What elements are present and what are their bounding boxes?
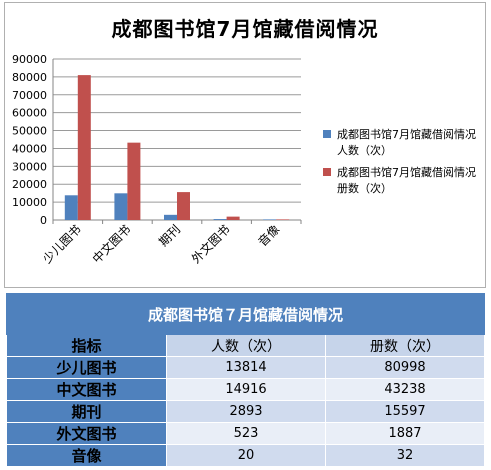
x-category-label: 音像 (255, 222, 283, 250)
table-title: 成都图书馆７月馆藏借阅情况 (5, 293, 486, 335)
cell-people: 14916 (166, 378, 326, 401)
y-tick-label: 90000 (12, 53, 47, 66)
y-tick-label: 10000 (12, 196, 47, 209)
table-header-indicator: 指标 (6, 334, 167, 357)
y-tick-label: 60000 (12, 107, 47, 120)
legend-label-people: 成都图书馆7月馆藏借阅情况 人数（次） (337, 128, 476, 157)
bar-volumes (127, 142, 141, 220)
x-category-label: 外文图书 (188, 222, 233, 267)
row-label: 少儿图书 (6, 356, 167, 379)
y-tick-label: 70000 (12, 89, 47, 102)
y-tick-label: 80000 (12, 71, 47, 84)
bar-chart: 0 10000 20000 30000 40000 50000 60000 70000 8000… (12, 53, 302, 267)
table-row: 外文图书 523 1887 (6, 422, 486, 445)
bar-people (213, 219, 227, 220)
cell-people: 2893 (166, 400, 326, 423)
table-row: 中文图书 14916 43238 (6, 378, 486, 401)
bar-volumes (276, 219, 290, 220)
table-row: 少儿图书 13814 80998 (6, 356, 486, 379)
cell-people: 523 (166, 422, 326, 445)
y-tick-label: 30000 (12, 160, 47, 173)
cell-volumes: 32 (324, 444, 486, 467)
bar-people (263, 219, 277, 220)
table-header-volumes: 册数（次） (324, 334, 486, 357)
cell-volumes: 15597 (324, 400, 486, 423)
bar-people (114, 193, 128, 220)
chart-title: 成都图书馆7月馆藏借阅情况 (111, 17, 379, 41)
x-category-label: 少儿图书 (40, 222, 84, 266)
bar-volumes (77, 75, 91, 220)
table-row: 期刊 2893 15597 (6, 400, 486, 423)
row-label: 期刊 (6, 400, 167, 423)
x-category-label: 期刊 (156, 222, 183, 249)
cell-people: 13814 (166, 356, 326, 379)
bar-people (164, 214, 177, 220)
cell-volumes: 43238 (324, 378, 486, 401)
y-tick-label: 20000 (12, 178, 47, 191)
data-table: 成都图书馆７月馆藏借阅情况 指标 人数（次） 册数（次） 少儿图书 13814 … (5, 293, 486, 467)
legend-swatch-volumes (323, 168, 331, 176)
y-tick-label: 50000 (12, 125, 47, 138)
row-label: 中文图书 (6, 378, 167, 401)
row-label: 音像 (6, 444, 167, 467)
bar-people (64, 195, 78, 220)
legend-label-volumes: 成都图书馆7月馆藏借阅情况 册数（次） (337, 166, 476, 195)
data-table-wrapper: 成都图书馆７月馆藏借阅情况 指标 人数（次） 册数（次） 少儿图书 13814 … (5, 293, 486, 467)
chart-frame: 成都图书馆7月馆藏借阅情况 0 10000 20000 30000 40000 50000… (4, 2, 486, 288)
bar-volumes (177, 192, 190, 220)
legend-swatch-people (323, 130, 331, 138)
row-label: 外文图书 (6, 422, 167, 445)
bar-volumes (226, 216, 240, 220)
cell-volumes: 80998 (324, 356, 486, 379)
cell-volumes: 1887 (324, 422, 486, 445)
cell-people: 20 (166, 444, 326, 467)
y-tick-label: 40000 (12, 142, 47, 155)
table-row: 音像 20 32 (6, 444, 486, 467)
x-category-label: 中文图书 (89, 222, 134, 267)
table-header-people: 人数（次） (166, 334, 326, 357)
y-tick-label: 0 (40, 214, 47, 227)
